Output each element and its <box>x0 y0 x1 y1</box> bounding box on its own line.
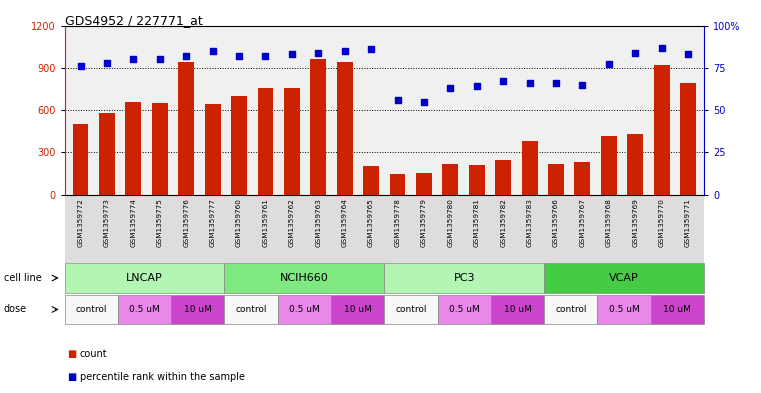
Text: 10 uM: 10 uM <box>184 305 212 314</box>
Point <box>682 51 694 57</box>
Bar <box>548 164 564 195</box>
Point <box>339 48 351 54</box>
Text: ■: ■ <box>67 349 76 359</box>
Point <box>260 53 272 59</box>
Point <box>180 53 193 59</box>
Text: dose: dose <box>4 305 27 314</box>
Text: GSM1359777: GSM1359777 <box>209 198 215 247</box>
Text: GSM1359764: GSM1359764 <box>342 198 348 247</box>
Point <box>154 56 166 62</box>
Bar <box>680 83 696 195</box>
Text: PC3: PC3 <box>454 273 475 283</box>
Point <box>75 63 87 69</box>
Text: GSM1359768: GSM1359768 <box>606 198 612 247</box>
Bar <box>126 101 142 195</box>
Text: percentile rank within the sample: percentile rank within the sample <box>80 372 245 382</box>
Text: GSM1359767: GSM1359767 <box>579 198 585 247</box>
Text: GSM1359783: GSM1359783 <box>527 198 533 247</box>
Point <box>576 81 588 88</box>
Text: GSM1359763: GSM1359763 <box>315 198 321 247</box>
Bar <box>495 160 511 195</box>
Text: GSM1359770: GSM1359770 <box>659 198 664 247</box>
Point <box>391 97 403 103</box>
Bar <box>284 88 300 195</box>
Text: control: control <box>235 305 267 314</box>
Bar <box>363 166 379 195</box>
Text: 10 uM: 10 uM <box>344 305 371 314</box>
Text: control: control <box>75 305 107 314</box>
Bar <box>310 59 326 195</box>
Point <box>101 60 113 66</box>
Point <box>418 98 430 105</box>
Text: NCIH660: NCIH660 <box>280 273 329 283</box>
Point <box>233 53 245 59</box>
Text: GSM1359779: GSM1359779 <box>421 198 427 247</box>
Point <box>550 80 562 86</box>
Bar <box>257 88 273 195</box>
Point <box>444 85 457 91</box>
Text: GSM1359772: GSM1359772 <box>78 198 84 247</box>
Text: 10 uM: 10 uM <box>504 305 531 314</box>
Text: GSM1359782: GSM1359782 <box>500 198 506 247</box>
Text: GDS4952 / 227771_at: GDS4952 / 227771_at <box>65 14 202 27</box>
Bar <box>99 113 115 195</box>
Bar <box>654 65 670 195</box>
Text: 10 uM: 10 uM <box>664 305 691 314</box>
Text: 0.5 uM: 0.5 uM <box>289 305 320 314</box>
Text: GSM1359781: GSM1359781 <box>474 198 479 247</box>
Bar <box>337 62 352 195</box>
Bar <box>205 105 221 195</box>
Text: ■: ■ <box>67 372 76 382</box>
Point <box>470 83 482 90</box>
Text: GSM1359773: GSM1359773 <box>104 198 110 247</box>
Text: GSM1359760: GSM1359760 <box>236 198 242 247</box>
Point <box>365 46 377 52</box>
Text: count: count <box>80 349 107 359</box>
Text: 0.5 uM: 0.5 uM <box>449 305 479 314</box>
Point <box>603 61 615 68</box>
Text: GSM1359771: GSM1359771 <box>685 198 691 247</box>
Bar <box>178 62 194 195</box>
Point <box>629 50 642 56</box>
Bar <box>416 173 431 195</box>
Bar <box>442 163 458 195</box>
Bar <box>152 103 167 195</box>
Bar <box>469 165 485 195</box>
Text: GSM1359780: GSM1359780 <box>447 198 454 247</box>
Bar <box>231 96 247 195</box>
Bar <box>72 124 88 195</box>
Text: GSM1359776: GSM1359776 <box>183 198 189 247</box>
Bar <box>575 162 591 195</box>
Text: cell line: cell line <box>4 273 42 283</box>
Bar <box>521 141 537 195</box>
Text: GSM1359775: GSM1359775 <box>157 198 163 247</box>
Point <box>497 78 509 84</box>
Bar <box>601 136 616 195</box>
Text: GSM1359766: GSM1359766 <box>553 198 559 247</box>
Text: control: control <box>555 305 587 314</box>
Text: 0.5 uM: 0.5 uM <box>129 305 160 314</box>
Text: GSM1359774: GSM1359774 <box>130 198 136 247</box>
Text: GSM1359765: GSM1359765 <box>368 198 374 247</box>
Text: 0.5 uM: 0.5 uM <box>609 305 639 314</box>
Bar <box>627 134 643 195</box>
Point <box>312 50 324 56</box>
Point <box>206 48 218 54</box>
Point <box>286 51 298 57</box>
Text: GSM1359769: GSM1359769 <box>632 198 638 247</box>
Text: GSM1359762: GSM1359762 <box>289 198 295 247</box>
Text: LNCAP: LNCAP <box>126 273 163 283</box>
Bar <box>390 174 406 195</box>
Point <box>127 56 139 62</box>
Text: VCAP: VCAP <box>609 273 639 283</box>
Text: control: control <box>395 305 427 314</box>
Text: GSM1359778: GSM1359778 <box>394 198 400 247</box>
Point <box>655 44 667 51</box>
Point <box>524 80 536 86</box>
Text: GSM1359761: GSM1359761 <box>263 198 269 247</box>
